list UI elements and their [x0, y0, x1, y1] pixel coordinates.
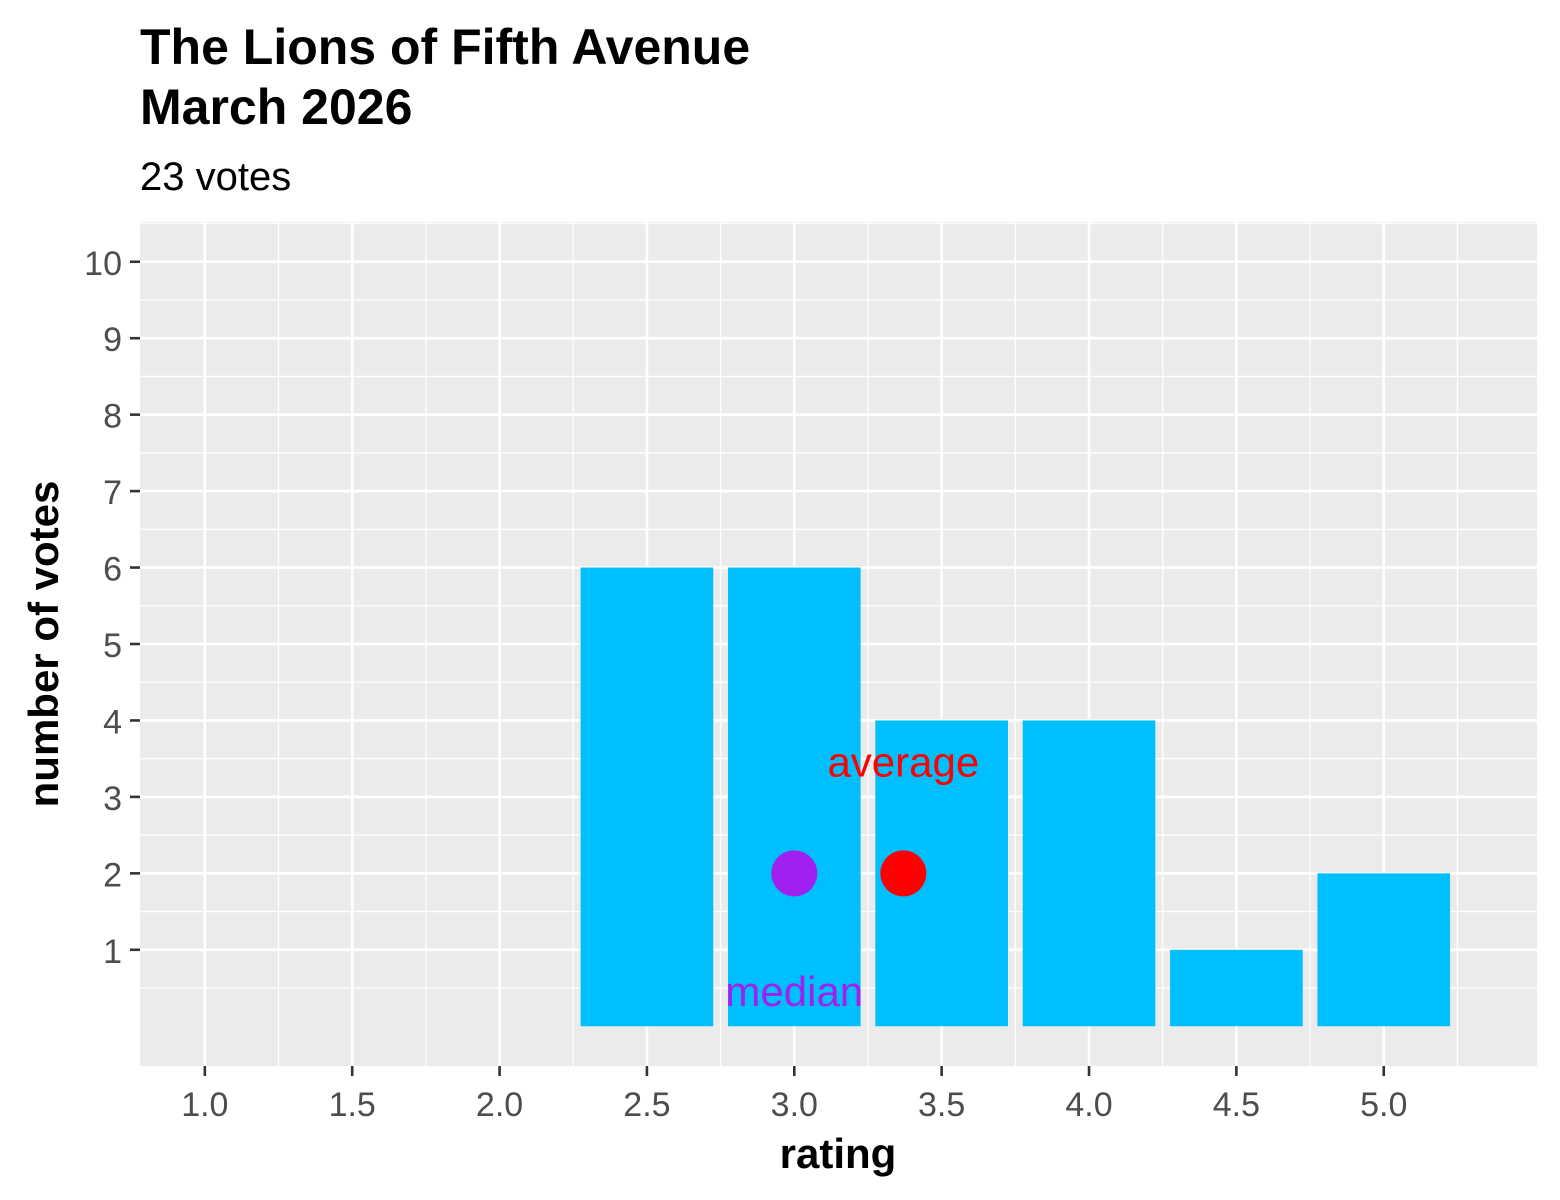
summary-markers: median average [725, 738, 979, 1014]
x-tick-label: 3.0 [771, 1086, 818, 1124]
x-tick-label: 4.0 [1065, 1086, 1112, 1124]
x-tick-label: 4.5 [1213, 1086, 1260, 1124]
x-axis-title: rating [780, 1130, 897, 1177]
x-tick-label: 1.5 [329, 1086, 376, 1124]
y-tick-label: 5 [103, 627, 122, 665]
average-label: average [827, 738, 979, 785]
bar [1317, 873, 1451, 1027]
y-tick-label: 2 [103, 856, 122, 894]
y-tick-label: 7 [103, 474, 122, 512]
y-axis: 1 2 3 4 5 6 7 8 9 10 [84, 245, 140, 971]
y-tick-label: 6 [103, 551, 122, 589]
y-tick-label: 1 [103, 933, 122, 971]
x-tick-label: 2.0 [476, 1086, 523, 1124]
chart-title-line-2: March 2026 [140, 79, 412, 135]
x-tick-label: 2.5 [623, 1086, 670, 1124]
y-tick-label: 3 [103, 780, 122, 818]
chart-title-line-1: The Lions of Fifth Avenue [140, 19, 750, 75]
y-axis-title: number of votes [20, 481, 67, 808]
bar [1170, 949, 1303, 1027]
median-label: median [725, 968, 863, 1015]
x-tick-label: 5.0 [1360, 1086, 1407, 1124]
x-tick-label: 1.0 [181, 1086, 228, 1124]
y-tick-label: 8 [103, 398, 122, 436]
bar [727, 567, 861, 1027]
x-tick-label: 3.5 [918, 1086, 965, 1124]
median-point [771, 850, 818, 897]
y-tick-label: 9 [103, 321, 122, 359]
y-tick-label: 10 [84, 245, 122, 283]
chart-subtitle: 23 votes [140, 155, 291, 199]
y-tick-label: 4 [103, 703, 122, 741]
bar [580, 567, 714, 1027]
average-point [880, 850, 927, 897]
bar [1022, 720, 1156, 1027]
bars [580, 567, 1451, 1027]
x-axis: 1.0 1.5 2.0 2.5 3.0 3.5 4.0 4.5 5.0 [181, 1066, 1407, 1124]
